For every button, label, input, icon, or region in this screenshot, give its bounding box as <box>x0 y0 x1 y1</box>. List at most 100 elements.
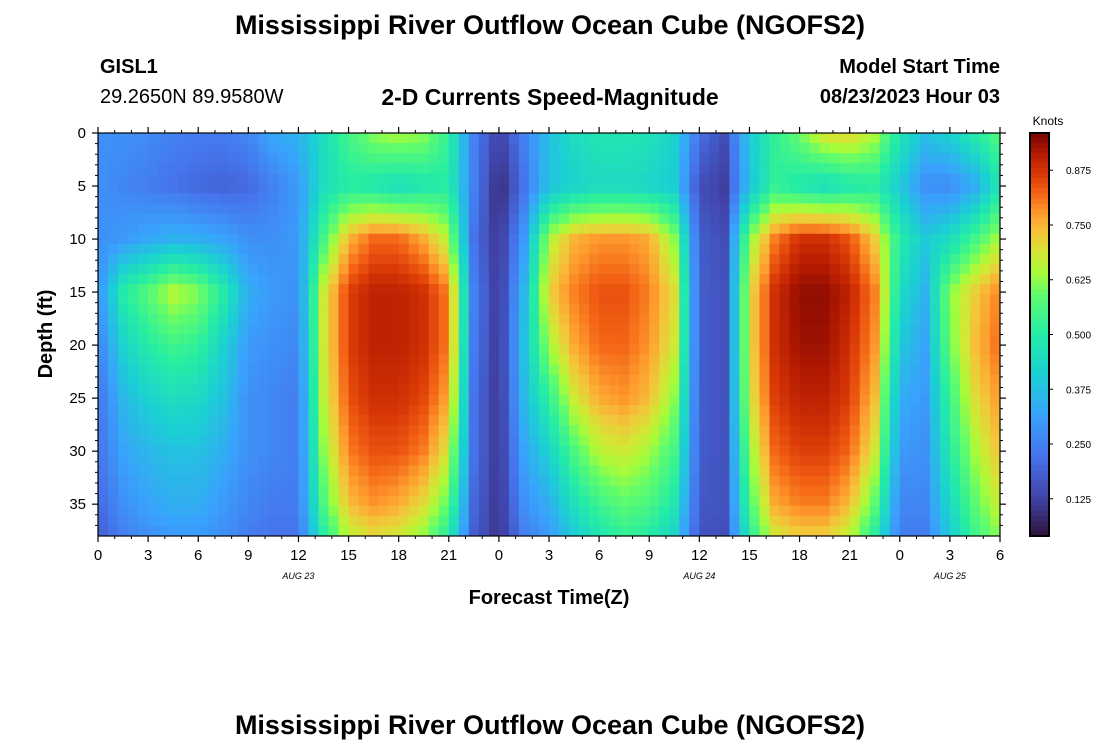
heatmap-cell <box>328 384 340 396</box>
heatmap-cell <box>148 354 159 366</box>
heatmap-cell <box>629 445 640 456</box>
heatmap-cell <box>609 143 620 154</box>
heatmap-cell <box>438 274 450 285</box>
heatmap-cell <box>909 354 921 366</box>
heatmap-cell <box>98 263 109 275</box>
heatmap-cell <box>158 465 169 477</box>
heatmap-cell <box>869 163 881 174</box>
colorbar-segment <box>1030 440 1049 446</box>
heatmap-cell <box>398 213 410 225</box>
heatmap-cell <box>689 425 700 436</box>
heatmap-cell <box>488 253 500 265</box>
heatmap-cell <box>528 193 540 205</box>
heatmap-cell <box>709 193 720 205</box>
heatmap-cell <box>889 364 901 376</box>
heatmap-cell <box>138 233 149 245</box>
heatmap-cell <box>448 324 460 336</box>
heatmap-cell <box>358 394 370 406</box>
heatmap-cell <box>298 425 310 436</box>
heatmap-cell <box>959 233 971 245</box>
heatmap-cell <box>729 374 741 386</box>
heatmap-cell <box>498 425 510 436</box>
heatmap-cell <box>849 274 861 285</box>
heatmap-cell <box>939 374 951 386</box>
heatmap-cell <box>98 455 109 467</box>
heatmap-cell <box>589 435 600 446</box>
heatmap-cell <box>308 153 320 164</box>
heatmap-cell <box>318 475 330 487</box>
heatmap-cell <box>468 163 480 174</box>
heatmap-cell <box>759 153 771 164</box>
heatmap-cell <box>278 153 290 164</box>
heatmap-cell <box>108 455 119 467</box>
heatmap-cell <box>318 455 330 467</box>
heatmap-cell <box>849 324 861 336</box>
heatmap-cell <box>248 465 259 477</box>
heatmap-cell <box>388 364 400 376</box>
heatmap-cell <box>779 485 791 497</box>
heatmap-cell <box>418 183 430 195</box>
heatmap-cell <box>959 324 971 336</box>
heatmap-cell <box>889 475 901 487</box>
heatmap-cell <box>579 203 590 215</box>
heatmap-cell <box>779 525 791 536</box>
heatmap-cell <box>428 143 440 154</box>
heatmap-cell <box>949 203 961 215</box>
heatmap-cell <box>488 203 500 215</box>
heatmap-cell <box>368 415 380 426</box>
y-tick-label: 0 <box>78 125 86 142</box>
heatmap-cell <box>659 173 670 184</box>
heatmap-cell <box>609 133 620 144</box>
heatmap-cell <box>609 485 620 497</box>
heatmap-cell <box>849 284 861 295</box>
colorbar-segment <box>1030 168 1049 174</box>
heatmap-cell <box>649 485 660 497</box>
heatmap-cell <box>148 425 159 436</box>
heatmap-cell <box>859 183 871 195</box>
heatmap-cell <box>308 183 320 195</box>
heatmap-cell <box>178 263 189 275</box>
heatmap-cell <box>428 495 440 507</box>
heatmap-cell <box>258 294 269 305</box>
heatmap-cell <box>328 354 340 366</box>
heatmap-cell <box>869 525 881 536</box>
heatmap-cell <box>639 354 650 366</box>
heatmap-cell <box>428 505 440 517</box>
heatmap-cell <box>789 354 801 366</box>
heatmap-cell <box>689 304 700 315</box>
heatmap-cell <box>228 233 239 245</box>
heatmap-cell <box>148 193 159 205</box>
heatmap-cell <box>979 505 991 517</box>
heatmap-cell <box>158 294 169 305</box>
heatmap-cell <box>979 324 991 336</box>
colorbar-segment <box>1030 153 1049 159</box>
heatmap-cell <box>729 223 741 235</box>
heatmap-cell <box>228 294 239 305</box>
heatmap-cell <box>649 203 660 215</box>
heatmap-cell <box>619 384 630 396</box>
heatmap-cell <box>809 354 821 366</box>
heatmap-cell <box>318 213 330 225</box>
heatmap-cell <box>659 364 670 376</box>
heatmap-cell <box>198 233 209 245</box>
heatmap-cell <box>629 364 640 376</box>
heatmap-cell <box>819 455 831 467</box>
colorbar-segment <box>1030 399 1049 406</box>
heatmap-cell <box>358 263 370 275</box>
heatmap-cell <box>518 153 530 164</box>
heatmap-cell <box>528 354 540 366</box>
heatmap-cell <box>739 173 751 184</box>
heatmap-cell <box>759 263 771 275</box>
heatmap-cell <box>328 515 340 527</box>
heatmap-cell <box>739 314 751 326</box>
heatmap-cell <box>428 465 440 477</box>
heatmap-cell <box>639 334 650 346</box>
heatmap-cell <box>98 284 109 295</box>
heatmap-cell <box>368 193 380 205</box>
heatmap-cell <box>428 243 440 255</box>
heatmap-cell <box>238 455 249 467</box>
heatmap-cell <box>178 374 189 386</box>
heatmap-cell <box>849 183 861 195</box>
heatmap-cell <box>468 425 480 436</box>
heatmap-cell <box>899 223 911 235</box>
